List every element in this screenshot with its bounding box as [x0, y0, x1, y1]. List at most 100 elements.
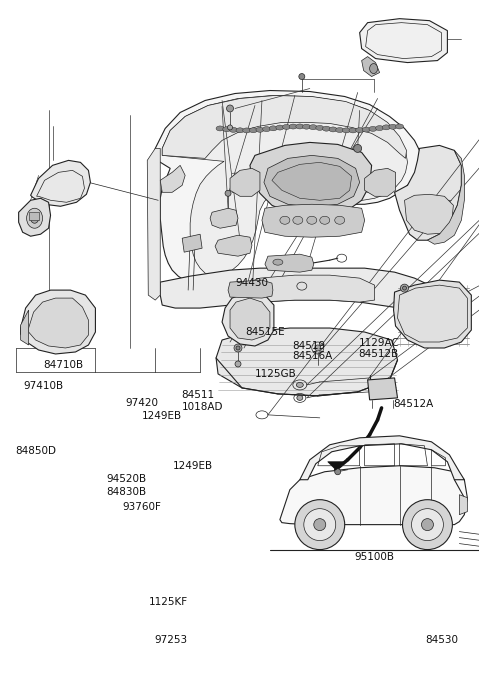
Ellipse shape — [382, 125, 390, 130]
Ellipse shape — [389, 124, 397, 129]
Polygon shape — [405, 194, 454, 234]
Ellipse shape — [403, 499, 452, 549]
Ellipse shape — [315, 345, 321, 351]
Ellipse shape — [336, 128, 344, 132]
Ellipse shape — [316, 126, 324, 130]
Text: 1129AC: 1129AC — [359, 338, 399, 348]
Polygon shape — [262, 204, 365, 237]
Text: 84512A: 84512A — [393, 399, 433, 409]
Text: 84530: 84530 — [425, 635, 458, 645]
Polygon shape — [280, 466, 468, 525]
Text: 84512B: 84512B — [359, 349, 399, 359]
Ellipse shape — [349, 128, 357, 133]
Ellipse shape — [329, 127, 337, 132]
Polygon shape — [240, 275, 374, 302]
Ellipse shape — [249, 128, 257, 133]
Text: 97253: 97253 — [154, 635, 187, 645]
Polygon shape — [210, 209, 238, 228]
Polygon shape — [300, 436, 464, 480]
Polygon shape — [162, 95, 408, 276]
Polygon shape — [395, 145, 461, 240]
Ellipse shape — [369, 126, 377, 132]
Ellipse shape — [314, 519, 326, 530]
Polygon shape — [360, 19, 447, 62]
Ellipse shape — [299, 73, 305, 80]
Ellipse shape — [342, 128, 350, 133]
Ellipse shape — [283, 124, 290, 130]
Ellipse shape — [236, 128, 244, 133]
Text: 84511: 84511 — [181, 390, 215, 400]
Ellipse shape — [276, 125, 284, 130]
Text: 84830B: 84830B — [106, 487, 146, 497]
Ellipse shape — [370, 64, 378, 73]
Ellipse shape — [302, 124, 311, 129]
Text: 84710B: 84710B — [43, 360, 83, 370]
Polygon shape — [428, 150, 464, 244]
Polygon shape — [361, 56, 380, 77]
Ellipse shape — [403, 286, 407, 290]
Polygon shape — [230, 168, 260, 196]
Text: 84516A: 84516A — [293, 351, 333, 361]
Ellipse shape — [225, 190, 231, 196]
Ellipse shape — [256, 128, 264, 132]
Ellipse shape — [335, 216, 345, 224]
Text: 84519: 84519 — [293, 341, 326, 351]
Ellipse shape — [243, 128, 251, 133]
Ellipse shape — [400, 284, 408, 292]
Polygon shape — [368, 378, 397, 400]
Ellipse shape — [309, 125, 317, 130]
Polygon shape — [328, 462, 344, 470]
Ellipse shape — [297, 395, 303, 401]
Text: 1249EB: 1249EB — [142, 411, 182, 421]
Ellipse shape — [296, 124, 304, 129]
Polygon shape — [162, 95, 407, 158]
Polygon shape — [21, 310, 29, 345]
Ellipse shape — [273, 259, 283, 265]
Polygon shape — [216, 328, 397, 396]
Polygon shape — [222, 292, 274, 346]
Ellipse shape — [376, 126, 384, 130]
Polygon shape — [394, 280, 471, 348]
Polygon shape — [21, 290, 96, 354]
Polygon shape — [228, 280, 273, 298]
Ellipse shape — [396, 124, 404, 129]
Polygon shape — [272, 163, 352, 200]
Ellipse shape — [304, 508, 336, 541]
Ellipse shape — [26, 209, 43, 228]
Ellipse shape — [320, 216, 330, 224]
Polygon shape — [250, 143, 372, 216]
Polygon shape — [365, 168, 396, 196]
Ellipse shape — [289, 124, 297, 129]
Ellipse shape — [236, 346, 240, 350]
Ellipse shape — [411, 508, 444, 541]
Polygon shape — [230, 298, 270, 340]
Ellipse shape — [362, 127, 370, 132]
Ellipse shape — [335, 469, 341, 475]
Polygon shape — [155, 91, 420, 282]
Text: 94430: 94430 — [236, 278, 269, 287]
Polygon shape — [265, 255, 314, 272]
Polygon shape — [160, 268, 439, 312]
Ellipse shape — [307, 216, 317, 224]
Ellipse shape — [234, 344, 242, 352]
Ellipse shape — [269, 126, 277, 131]
Polygon shape — [459, 495, 468, 514]
Ellipse shape — [293, 216, 303, 224]
Text: 84515E: 84515E — [245, 327, 285, 337]
Text: 1018AD: 1018AD — [181, 403, 223, 412]
Polygon shape — [31, 161, 90, 206]
Text: 1125GB: 1125GB — [254, 370, 296, 379]
Text: 1249EB: 1249EB — [173, 461, 213, 471]
Polygon shape — [29, 212, 38, 220]
Ellipse shape — [235, 361, 241, 367]
Ellipse shape — [31, 213, 38, 223]
Ellipse shape — [421, 519, 433, 530]
Text: 1125KF: 1125KF — [149, 597, 188, 607]
Polygon shape — [29, 298, 88, 348]
Ellipse shape — [356, 128, 364, 132]
Ellipse shape — [296, 382, 303, 388]
Polygon shape — [19, 198, 50, 236]
Ellipse shape — [354, 144, 361, 152]
Polygon shape — [182, 234, 202, 252]
Polygon shape — [147, 148, 160, 300]
